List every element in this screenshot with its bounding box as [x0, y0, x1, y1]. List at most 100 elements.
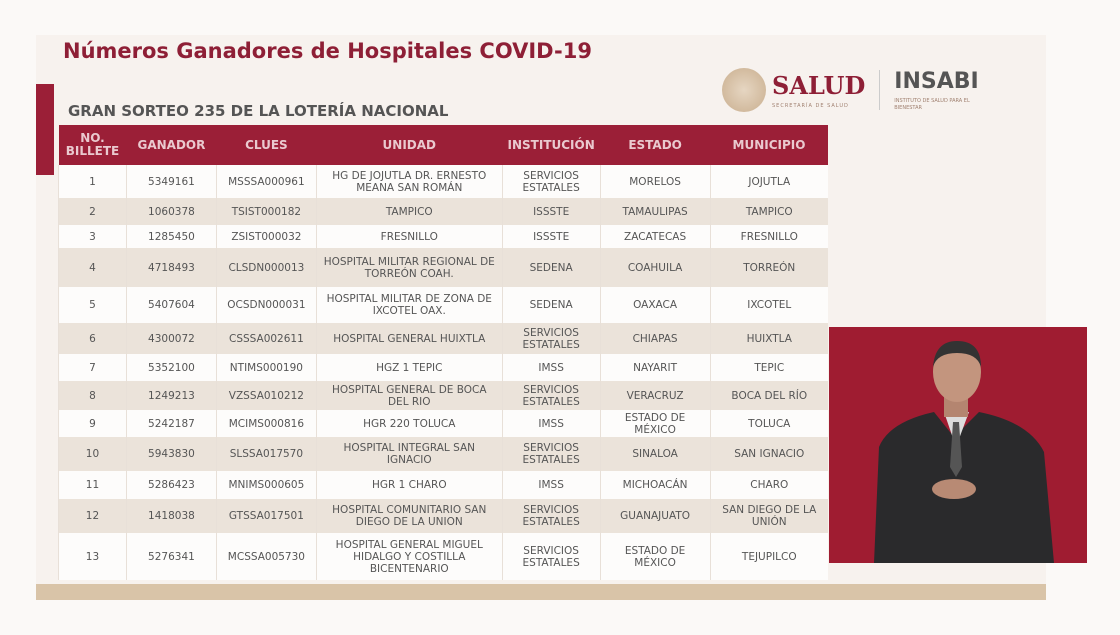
- table-cell: MORELOS: [599, 165, 711, 198]
- table-row: 11 5286423 MNIMS000605 HGR 1 CHARO IMSS MICHO…: [58, 471, 828, 499]
- table-cell: GUANAJUATO: [599, 499, 711, 533]
- table-cell: 13: [58, 533, 127, 580]
- logos: SALUD SECRETARÍA DE SALUD INSABI INSTITU…: [722, 68, 984, 112]
- table-cell: 1285450: [125, 225, 217, 248]
- table-cell: HUIXTLA: [709, 323, 828, 354]
- table-cell: VERACRUZ: [599, 381, 711, 410]
- table-cell: MCSSA005730: [215, 533, 317, 580]
- column-header: CLUES: [216, 125, 317, 165]
- sign-language-interpreter-video: [829, 327, 1087, 563]
- insabi-logo: INSABI: [894, 69, 979, 95]
- table-cell: SERVICIOS ESTATALES: [501, 165, 601, 198]
- table-row: 10 5943830 SLSSA017570 HOSPITAL INTEGRAL SA…: [58, 437, 828, 471]
- table-cell: VZSSA010212: [215, 381, 317, 410]
- table-cell: 5286423: [125, 471, 217, 499]
- table-cell: FRESNILLO: [315, 225, 503, 248]
- table-cell: 9: [58, 410, 127, 437]
- table-cell: 8: [58, 381, 127, 410]
- table-cell: IXCOTEL: [709, 287, 828, 323]
- table-cell: 5242187: [125, 410, 217, 437]
- winners-table: NO. BILLETE GANADOR CLUES UNIDAD INSTITUCIÓN…: [58, 125, 828, 580]
- table-cell: GTSSA017501: [215, 499, 317, 533]
- column-header: GANADOR: [126, 125, 217, 165]
- table-cell: 7: [58, 354, 127, 381]
- table-cell: HOSPITAL COMUNITARIO SAN DIEGO DE LA UNI…: [315, 499, 503, 533]
- page-title: Números Ganadores de Hospitales COVID-19: [63, 39, 592, 63]
- table-row: 2 1060378 TSIST000182 TAMPICO ISSSTE TAMAULIP…: [58, 198, 828, 225]
- table-cell: TORREÓN: [709, 248, 828, 287]
- table-cell: 1: [58, 165, 127, 198]
- table-cell: HOSPITAL GENERAL DE BOCA DEL RIO: [315, 381, 503, 410]
- table-cell: BOCA DEL RÍO: [709, 381, 828, 410]
- table-cell: COAHUILA: [599, 248, 711, 287]
- table-cell: 6: [58, 323, 127, 354]
- table-cell: HOSPITAL INTEGRAL SAN IGNACIO: [315, 437, 503, 471]
- table-cell: 5407604: [125, 287, 217, 323]
- table-row: 9 5242187 MCIMS000816 HGR 220 TOLUCA IMSS EST…: [58, 410, 828, 437]
- table-cell: OCSDN000031: [215, 287, 317, 323]
- table-cell: OAXACA: [599, 287, 711, 323]
- table-row: 12 1418038 GTSSA017501 HOSPITAL COMUNITARIO…: [58, 499, 828, 533]
- table-cell: CSSSA002611: [215, 323, 317, 354]
- interpreter-figure: [874, 341, 1054, 563]
- table-row: 8 1249213 VZSSA010212 HOSPITAL GENERAL DE B…: [58, 381, 828, 410]
- table-cell: HG DE JOJUTLA DR. ERNESTO MEANA SAN ROMÁ…: [315, 165, 503, 198]
- table-cell: SERVICIOS ESTATALES: [501, 437, 601, 471]
- table-cell: HOSPITAL MILITAR DE ZONA DE IXCOTEL OAX.: [315, 287, 503, 323]
- column-header: INSTITUCIÓN: [502, 125, 601, 165]
- table-cell: IMSS: [501, 410, 601, 437]
- salud-subtitle: SECRETARÍA DE SALUD: [772, 102, 849, 109]
- table-cell: 4718493: [125, 248, 217, 287]
- table-row: 7 5352100 NTIMS000190 HGZ 1 TEPIC IMSS NAYARI…: [58, 354, 828, 381]
- table-row: 3 1285450 ZSIST000032 FRESNILLO ISSSTE ZACATE…: [58, 225, 828, 248]
- table-cell: HGR 220 TOLUCA: [315, 410, 503, 437]
- table-cell: 10: [58, 437, 127, 471]
- table-cell: SEDENA: [501, 248, 601, 287]
- table-cell: 1060378: [125, 198, 217, 225]
- table-cell: 4300072: [125, 323, 217, 354]
- table-cell: SAN DIEGO DE LA UNIÓN: [709, 499, 828, 533]
- accent-bar: [36, 84, 54, 175]
- table-cell: TAMPICO: [315, 198, 503, 225]
- table-cell: ESTADO DE MÉXICO: [599, 533, 711, 580]
- table-cell: MICHOACÁN: [599, 471, 711, 499]
- table-cell: TSIST000182: [215, 198, 317, 225]
- table-cell: 4: [58, 248, 127, 287]
- coat-of-arms-icon: [722, 68, 766, 112]
- table-cell: HOSPITAL GENERAL HUIXTLA: [315, 323, 503, 354]
- table-cell: 1418038: [125, 499, 217, 533]
- table-cell: 5943830: [125, 437, 217, 471]
- table-cell: MSSSA000961: [215, 165, 317, 198]
- table-cell: ISSSTE: [501, 225, 601, 248]
- table-cell: HGR 1 CHARO: [315, 471, 503, 499]
- table-cell: SAN IGNACIO: [709, 437, 828, 471]
- table-cell: CHIAPAS: [599, 323, 711, 354]
- table-row: 13 5276341 MCSSA005730 HOSPITAL GENERAL MIG…: [58, 533, 828, 580]
- column-header: UNIDAD: [316, 125, 503, 165]
- table-cell: TAMPICO: [709, 198, 828, 225]
- table-cell: CHARO: [709, 471, 828, 499]
- table-cell: ESTADO DE MÉXICO: [599, 410, 711, 437]
- table-cell: HOSPITAL MILITAR REGIONAL DE TORREÓN COA…: [315, 248, 503, 287]
- table-cell: HOSPITAL GENERAL MIGUEL HIDALGO Y COSTIL…: [315, 533, 503, 580]
- table-cell: SERVICIOS ESTATALES: [501, 533, 601, 580]
- table-row: 1 5349161 MSSSA000961 HG DE JOJUTLA DR. ERN…: [58, 165, 828, 198]
- table-cell: SLSSA017570: [215, 437, 317, 471]
- table-cell: TEJUPILCO: [709, 533, 828, 580]
- table-cell: MNIMS000605: [215, 471, 317, 499]
- table-cell: SERVICIOS ESTATALES: [501, 381, 601, 410]
- table-cell: TAMAULIPAS: [599, 198, 711, 225]
- table-row: 4 4718493 CLSDN000013 HOSPITAL MILITAR REGI…: [58, 248, 828, 287]
- table-cell: 5352100: [125, 354, 217, 381]
- table-cell: SERVICIOS ESTATALES: [501, 499, 601, 533]
- table-cell: ZACATECAS: [599, 225, 711, 248]
- table-cell: 5276341: [125, 533, 217, 580]
- table-cell: FRESNILLO: [709, 225, 828, 248]
- column-header: NO. BILLETE: [58, 125, 127, 165]
- salud-logo: SALUD: [772, 70, 866, 100]
- table-cell: NTIMS000190: [215, 354, 317, 381]
- table-cell: 2: [58, 198, 127, 225]
- table-cell: TEPIC: [709, 354, 828, 381]
- table-cell: IMSS: [501, 354, 601, 381]
- table-cell: JOJUTLA: [709, 165, 828, 198]
